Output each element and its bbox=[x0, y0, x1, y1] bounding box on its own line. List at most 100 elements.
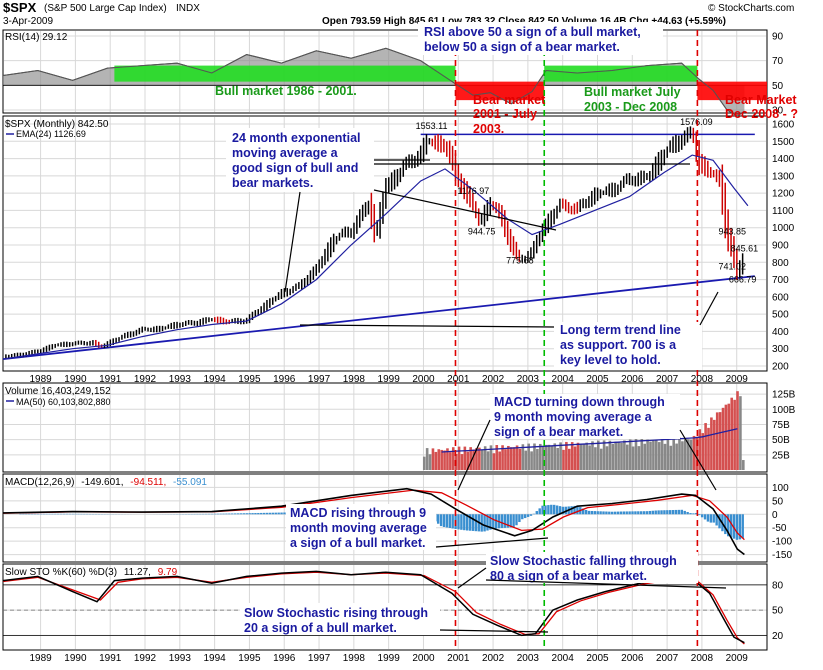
macd-histogram-bar bbox=[707, 514, 709, 521]
x-tick-label-top: 1996 bbox=[273, 374, 296, 385]
symbol-name: (S&P 500 Large Cap Index) bbox=[44, 3, 167, 14]
x-tick-label-bottom: 1995 bbox=[238, 653, 261, 664]
volume-bar bbox=[640, 439, 643, 470]
x-tick-label-bottom: 2002 bbox=[482, 653, 505, 664]
macd-histogram-bar bbox=[443, 514, 445, 527]
x-tick-label-bottom: 1994 bbox=[203, 653, 226, 664]
x-tick-label-bottom: 2009 bbox=[726, 653, 749, 664]
macd-histogram-bar bbox=[643, 511, 645, 514]
price-tick-label: 700 bbox=[772, 275, 789, 286]
volume-bar bbox=[742, 460, 745, 470]
x-tick-label-top: 2006 bbox=[621, 374, 644, 385]
volume-tick-label: 100B bbox=[772, 405, 796, 416]
x-tick-label-top: 2005 bbox=[586, 374, 609, 385]
macd-histogram-bar bbox=[460, 514, 462, 530]
macd-histogram-bar bbox=[585, 510, 587, 514]
x-tick-label-top: 2008 bbox=[691, 374, 714, 385]
volume-bar bbox=[681, 441, 684, 470]
price-tick-label: 600 bbox=[772, 292, 789, 303]
price-tick-label: 1600 bbox=[772, 120, 795, 131]
volume-bar bbox=[661, 438, 664, 470]
price-label: 1553.11 bbox=[416, 121, 448, 131]
x-tick-label-bottom: 2007 bbox=[656, 653, 679, 664]
macd-histogram-bar bbox=[463, 514, 465, 530]
macd-histogram-bar bbox=[492, 514, 494, 529]
x-tick-label-top: 2009 bbox=[726, 374, 749, 385]
macd-histogram-bar bbox=[246, 513, 248, 514]
volume-bar bbox=[426, 448, 429, 470]
macd-histogram-bar bbox=[277, 513, 279, 515]
macd-histogram-bar bbox=[275, 513, 277, 515]
rsi-tick-label: 90 bbox=[772, 32, 784, 43]
ema-note-line-1: 24 month exponential bbox=[232, 131, 361, 145]
rsi-bull-zone-2003 bbox=[544, 66, 697, 82]
volume-bar bbox=[493, 453, 496, 470]
volume-bar bbox=[429, 454, 432, 470]
x-tick-label-top: 2003 bbox=[517, 374, 540, 385]
macd-histogram-bar bbox=[524, 514, 526, 518]
macd-histogram-bar bbox=[626, 511, 628, 514]
volume-bar bbox=[675, 444, 678, 470]
volume-bar bbox=[690, 440, 693, 470]
trend-note-line-3: key level to hold. bbox=[560, 353, 661, 367]
sto-legend-k: 11.27, bbox=[124, 567, 151, 578]
macd-histogram-bar bbox=[620, 512, 622, 515]
volume-bar bbox=[730, 398, 733, 470]
x-tick-label-bottom: 2001 bbox=[447, 653, 470, 664]
x-tick-label-top: 2002 bbox=[482, 374, 505, 385]
macd-histogram-bar bbox=[602, 511, 604, 514]
volume-bar bbox=[577, 443, 580, 470]
macd-histogram-bar bbox=[599, 511, 601, 514]
volume-tick-label: 75B bbox=[772, 420, 790, 431]
macd-histogram-bar bbox=[248, 513, 250, 514]
volume-bar bbox=[588, 445, 591, 470]
volume-bar bbox=[739, 396, 742, 470]
macd-histogram-bar bbox=[231, 513, 233, 514]
ema-legend: EMA(24) 1126.69 bbox=[16, 129, 86, 139]
price-label: 1176.97 bbox=[457, 186, 489, 196]
price-tick-label: 1400 bbox=[772, 154, 795, 165]
x-tick-label-bottom: 1989 bbox=[29, 653, 52, 664]
price-tick-label: 1200 bbox=[772, 189, 795, 200]
volume-bar bbox=[600, 449, 603, 470]
macd-histogram-bar bbox=[742, 514, 744, 538]
volume-bar bbox=[449, 452, 452, 470]
macd-legend-signal: -94.511, bbox=[130, 477, 166, 488]
sto-legend-prefix: Slow STO %K(60) %D(3) bbox=[5, 567, 117, 578]
macd-down-line-3: sign of a bear market. bbox=[494, 425, 623, 439]
macd-histogram-bar bbox=[678, 510, 680, 514]
price-label: 943.85 bbox=[718, 226, 746, 236]
x-tick-label-bottom: 2000 bbox=[412, 653, 435, 664]
exchange: INDX bbox=[176, 3, 200, 14]
x-tick-label-bottom: 1991 bbox=[99, 653, 122, 664]
price-tick-label: 300 bbox=[772, 344, 789, 355]
macd-histogram-bar bbox=[260, 513, 262, 514]
volume-tick-label: 25B bbox=[772, 450, 790, 461]
volume-bar bbox=[597, 441, 600, 470]
macd-histogram-bar bbox=[736, 514, 738, 540]
volume-bar bbox=[736, 391, 739, 470]
volume-legend: Volume 16,403,249,152 bbox=[5, 386, 111, 397]
macd-up-line-2: month moving average bbox=[290, 521, 427, 535]
x-tick-label-bottom: 2008 bbox=[691, 653, 714, 664]
macd-histogram-bar bbox=[512, 514, 514, 527]
macd-histogram-bar bbox=[597, 511, 599, 514]
rsi-tick-label: 50 bbox=[772, 81, 784, 92]
macd-histogram-bar bbox=[550, 505, 552, 515]
price-tick-label: 1500 bbox=[772, 137, 795, 148]
price-label: 845.61 bbox=[731, 243, 759, 253]
volume-bar bbox=[524, 451, 527, 470]
macd-histogram-bar bbox=[541, 506, 543, 515]
volume-bar bbox=[704, 423, 707, 470]
volume-bar bbox=[516, 445, 519, 470]
x-tick-label-bottom: 1992 bbox=[134, 653, 157, 664]
x-tick-label-top: 1998 bbox=[343, 374, 366, 385]
volume-bar bbox=[667, 438, 670, 470]
volume-bar bbox=[585, 443, 588, 470]
volume-bar bbox=[652, 441, 655, 470]
macd-histogram-bar bbox=[501, 514, 503, 528]
price-tick-label: 800 bbox=[772, 258, 789, 269]
volume-bar bbox=[432, 448, 435, 470]
macd-histogram-bar bbox=[649, 511, 651, 514]
volume-bar bbox=[478, 448, 481, 470]
